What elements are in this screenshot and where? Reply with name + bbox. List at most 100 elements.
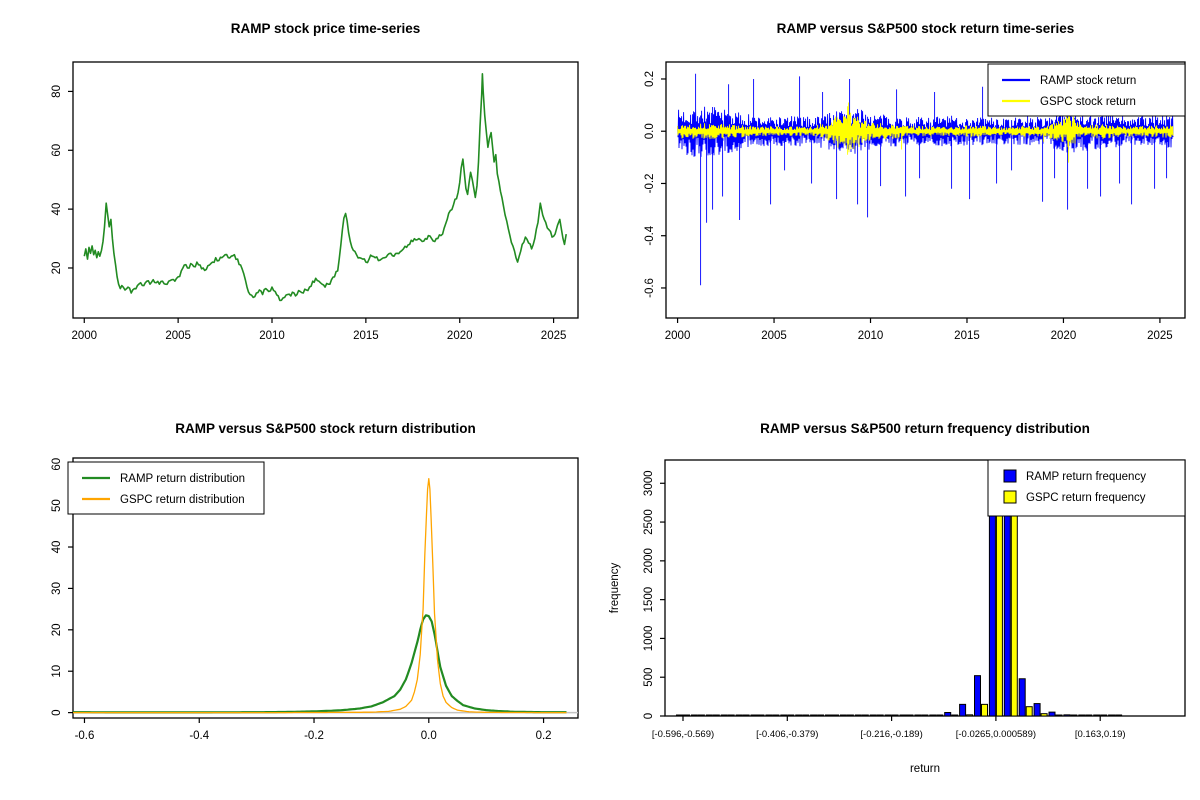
y-tick-label: 0.0 (644, 123, 656, 139)
bar-gspc (757, 714, 765, 717)
bar-gspc (697, 714, 705, 717)
panel-ramp-price-timeseries: RAMP stock price time-series 20 40 60 80 2000… (0, 0, 600, 400)
bar-gspc (832, 714, 839, 717)
bar-ramp (1108, 714, 1116, 717)
y-tick-label: -0.2 (644, 174, 656, 194)
legend-square-sample (1003, 490, 1017, 504)
series-line (73, 478, 567, 714)
y-tick-label: 60 (51, 144, 63, 157)
x-tick-label: 2000 (665, 330, 691, 342)
chart-title: RAMP versus S&P500 stock return distribu… (175, 421, 476, 436)
y-tick-label: 1000 (643, 626, 655, 652)
bar-ramp (914, 714, 922, 717)
bar-gspc (727, 714, 735, 717)
bar-ramp (1093, 714, 1101, 717)
bar-gspc (891, 714, 899, 717)
x-tick-label: 2005 (761, 330, 787, 342)
y-tick-label: 500 (643, 668, 655, 687)
x-tick-label: 2005 (165, 330, 191, 342)
bar-ramp (735, 714, 743, 717)
legend-label: RAMP return frequency (1026, 471, 1146, 483)
bar-ramp (869, 714, 877, 717)
x-tick-label: 2015 (353, 330, 379, 342)
y-tick-label: 40 (51, 203, 63, 216)
y-tick-label: 0.2 (644, 71, 656, 87)
y-tick-label: 2000 (643, 548, 655, 574)
bar-ramp (899, 714, 907, 717)
bin-label: [0.163,0.19) (1075, 729, 1126, 740)
legend-label: GSPC stock return (1040, 96, 1136, 108)
chart-title: RAMP stock price time-series (231, 21, 421, 36)
bar-ramp (765, 714, 773, 717)
y-tick-label: 10 (51, 665, 63, 678)
y-tick-label: 1500 (643, 587, 655, 613)
x-tick-label: 0.0 (421, 730, 437, 742)
bar-gspc (876, 714, 884, 717)
x-tick-label: 0.2 (536, 730, 552, 742)
x-tick-label: 2025 (1147, 330, 1173, 342)
bar-ramp (690, 714, 698, 717)
bar-gspc (1070, 714, 1078, 717)
bar-gspc (1085, 714, 1093, 717)
legend-box (67, 461, 265, 515)
chart-title: RAMP versus S&P500 return frequency dist… (760, 421, 1090, 436)
bar-ramp (884, 714, 892, 717)
bar-gspc (861, 714, 869, 717)
y-tick-label: 2500 (643, 509, 655, 535)
y-axis-label: frequency (609, 563, 621, 614)
panel-return-frequency: RAMP versus S&P500 return frequency dist… (600, 400, 1200, 800)
y-tick-label: 0 (51, 709, 63, 715)
series-line (83, 73, 567, 302)
bar-ramp (974, 675, 981, 717)
bar-gspc (1025, 706, 1033, 717)
bar-gspc (1100, 714, 1108, 717)
plot-box (665, 61, 1186, 319)
legend-label: GSPC return frequency (1026, 492, 1146, 504)
legend-label: RAMP stock return (1040, 75, 1136, 87)
bar-gspc (981, 703, 988, 717)
x-tick-label: 2020 (1051, 330, 1077, 342)
bar-ramp (720, 714, 728, 717)
y-tick-label: 50 (51, 499, 63, 512)
panel-return-timeseries: RAMP versus S&P500 stock return time-ser… (600, 0, 1200, 400)
bar-gspc (742, 714, 750, 717)
x-axis-label: return (910, 763, 940, 775)
bar-gspc (802, 714, 810, 717)
bar-ramp (1003, 514, 1011, 717)
y-tick-label: -0.6 (644, 278, 656, 298)
bar-ramp (705, 714, 713, 717)
bar-gspc (772, 714, 780, 717)
bar-gspc (1115, 714, 1123, 717)
legend-label: GSPC return distribution (120, 494, 245, 506)
x-tick-label: -0.4 (189, 730, 209, 742)
bar-gspc (712, 714, 720, 717)
legend-box (987, 459, 1186, 517)
bar-ramp (929, 714, 937, 717)
return-frequency-chart: RAMP versus S&P500 return frequency dist… (609, 421, 1186, 775)
bar-gspc (1040, 713, 1048, 717)
bar-ramp (1063, 714, 1071, 717)
bar-ramp (750, 714, 758, 717)
bar-ramp (676, 714, 683, 717)
bar-gspc (787, 714, 795, 717)
x-tick-label: 2010 (259, 330, 285, 342)
y-tick-label: 80 (51, 85, 63, 98)
bar-gspc (683, 714, 690, 717)
bin-label: [-0.406,-0.379) (756, 729, 818, 740)
y-tick-label: 20 (51, 623, 63, 636)
bar-ramp (839, 714, 847, 717)
bar-ramp (959, 703, 967, 717)
noisy-series-line (677, 102, 1174, 163)
x-tick-label: 2025 (541, 330, 567, 342)
x-tick-label: -0.2 (304, 730, 324, 742)
y-tick-label: 20 (51, 262, 63, 275)
return-timeseries-chart: RAMP versus S&P500 stock return time-ser… (644, 21, 1186, 342)
bar-ramp (1048, 711, 1056, 717)
plot-box (72, 61, 579, 319)
bar-ramp (1018, 678, 1026, 717)
x-tick-label: 2020 (447, 330, 473, 342)
x-tick-label: 2010 (858, 330, 884, 342)
x-tick-label: 2015 (954, 330, 980, 342)
bar-gspc (936, 714, 944, 717)
